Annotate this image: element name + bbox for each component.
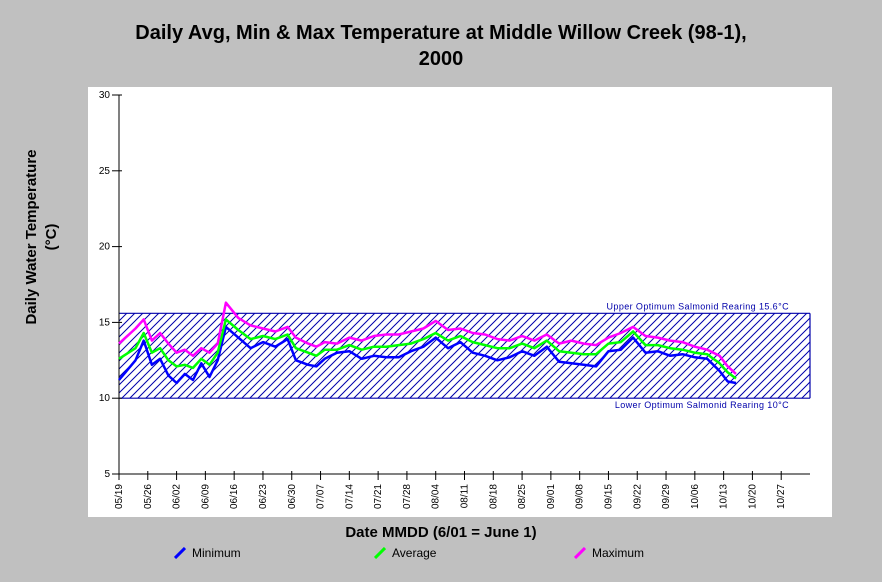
x-tick-label: 05/26 — [143, 484, 154, 509]
x-tick-label: 10/20 — [747, 484, 758, 509]
x-tick-label: 09/08 — [575, 484, 586, 509]
legend-swatch-icon — [374, 547, 386, 559]
x-tick-label: 08/25 — [517, 484, 528, 509]
x-tick-label: 07/21 — [373, 484, 384, 509]
lower-optimum-label: Lower Optimum Salmonid Rearing 10°C — [615, 400, 789, 410]
x-tick-label: 06/02 — [172, 484, 183, 509]
chart-title-line-1: Daily Avg, Min & Max Temperature at Midd… — [135, 22, 747, 44]
x-tick-label: 07/14 — [344, 484, 355, 509]
legend-label: Minimum — [192, 546, 241, 560]
legend-item-average: Average — [374, 546, 436, 560]
series-line-maximum — [118, 301, 737, 375]
x-tick-label: 09/22 — [632, 484, 643, 509]
legend-label: Maximum — [592, 546, 645, 560]
x-tick-label: 06/16 — [229, 484, 240, 509]
legend: Minimum Average Maximum — [0, 546, 882, 566]
y-tick-label: 5 — [104, 469, 110, 480]
x-tick-label: 07/28 — [402, 484, 413, 509]
y-tick-label: 30 — [99, 90, 111, 101]
x-tick-label: 08/11 — [460, 484, 471, 509]
x-tick-label: 05/19 — [114, 484, 125, 509]
y-tick-label: 25 — [99, 166, 111, 177]
legend-swatch-icon — [174, 547, 186, 559]
legend-label: Average — [392, 546, 437, 560]
x-tick-label: 10/27 — [776, 484, 787, 509]
series-line-average — [118, 318, 737, 380]
x-tick-label: 08/18 — [488, 484, 499, 509]
legend-swatch-icon — [574, 547, 586, 559]
x-tick-label: 10/06 — [690, 484, 701, 509]
x-tick-label: 07/07 — [316, 484, 327, 509]
x-axis-label: Date MMDD (6/01 = June 1) — [345, 524, 537, 541]
x-tick-label: 06/09 — [200, 484, 211, 509]
legend-item-maximum: Maximum — [574, 546, 644, 560]
x-tick-label: 09/15 — [603, 484, 614, 509]
chart-title: Daily Avg, Min & Max Temperature at Midd… — [0, 20, 882, 72]
x-tick-label: 06/23 — [258, 484, 269, 509]
y-tick-label: 20 — [99, 242, 111, 253]
x-tick-label: 08/04 — [431, 484, 442, 509]
plot-background — [88, 87, 832, 517]
chart-title-line-2: 2000 — [418, 48, 464, 70]
x-tick-label: 09/29 — [661, 484, 672, 509]
optimum-band-hatch — [119, 313, 810, 399]
x-tick-label: 06/30 — [287, 484, 298, 509]
x-tick-label: 09/01 — [546, 484, 557, 509]
series-line-minimum — [118, 325, 737, 385]
x-tick-label: 10/13 — [719, 484, 730, 509]
legend-item-minimum: Minimum — [174, 546, 241, 560]
y-tick-label: 10 — [99, 393, 111, 404]
y-tick-label: 15 — [99, 317, 111, 328]
upper-optimum-label: Upper Optimum Salmonid Rearing 15.6°C — [607, 301, 790, 311]
